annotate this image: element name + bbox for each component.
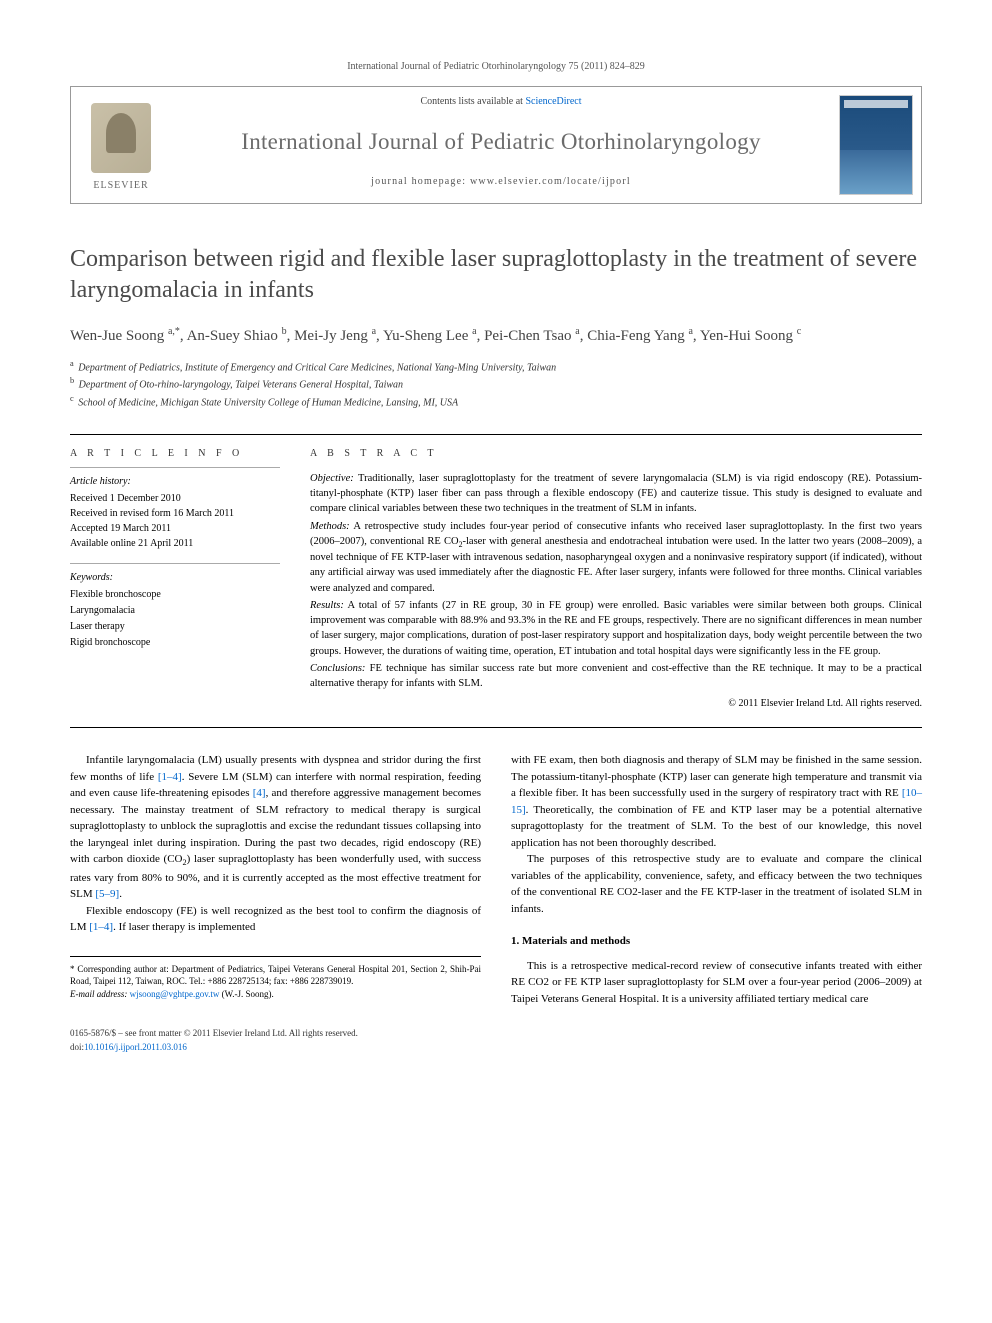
abstract-heading: A B S T R A C T — [310, 447, 922, 461]
abstract-paragraph: Results: A total of 57 infants (27 in RE… — [310, 598, 922, 659]
abstract-text: FE technique has similar success rate bu… — [310, 663, 922, 689]
ref-link[interactable]: [5–9] — [95, 888, 119, 900]
publisher-label: ELSEVIER — [93, 179, 148, 193]
corresponding-author: * Corresponding author at: Department of… — [70, 963, 481, 988]
doi-line: doi:10.1016/j.ijporl.2011.03.016 — [70, 1041, 922, 1055]
rule-info-1 — [70, 467, 280, 468]
homepage-prefix: journal homepage: — [371, 176, 470, 187]
email-label: E-mail address: — [70, 989, 130, 999]
rule-bottom — [70, 727, 922, 728]
article-history-lines: Received 1 December 2010Received in revi… — [70, 491, 280, 551]
ref-link[interactable]: [1–4] — [89, 921, 113, 933]
elsevier-tree-icon — [91, 103, 151, 173]
history-line: Accepted 19 March 2011 — [70, 521, 280, 536]
history-line: Received 1 December 2010 — [70, 491, 280, 506]
authors-line: Wen-Jue Soong a,*, An-Suey Shiao b, Mei-… — [70, 324, 922, 348]
footnote-block: * Corresponding author at: Department of… — [70, 956, 481, 1001]
journal-cover-thumb — [839, 95, 913, 195]
keyword: Rigid bronchoscope — [70, 635, 280, 651]
abstract-lead: Results: — [310, 600, 344, 611]
affiliation-line: c School of Medicine, Michigan State Uni… — [70, 393, 922, 410]
body-text: with FE exam, then both diagnosis and th… — [511, 754, 922, 799]
masthead-inner: ELSEVIER Contents lists available at Sci… — [71, 87, 921, 203]
abstract-copyright: © 2011 Elsevier Ireland Ltd. All rights … — [310, 697, 922, 711]
email-suffix: (W.-J. Soong). — [219, 989, 273, 999]
affiliations: a Department of Pediatrics, Institute of… — [70, 358, 922, 410]
article-info-column: A R T I C L E I N F O Article history: R… — [70, 447, 280, 711]
doi-link[interactable]: 10.1016/j.ijporl.2011.03.016 — [84, 1042, 187, 1052]
body-para-1: Infantile laryngomalacia (LM) usually pr… — [70, 752, 481, 903]
abstract-text: A total of 57 infants (27 in RE group, 3… — [310, 600, 922, 657]
article-title: Comparison between rigid and flexible la… — [70, 244, 922, 306]
email-line: E-mail address: wjsoong@vghtpe.gov.tw (W… — [70, 988, 481, 1001]
article-history-label: Article history: — [70, 474, 280, 489]
body-columns: Infantile laryngomalacia (LM) usually pr… — [70, 752, 922, 1007]
contents-prefix: Contents lists available at — [420, 96, 525, 107]
article-info-heading: A R T I C L E I N F O — [70, 447, 280, 461]
keyword: Laser therapy — [70, 619, 280, 635]
email-link[interactable]: wjsoong@vghtpe.gov.tw — [130, 989, 220, 999]
abstract-text: Traditionally, laser supraglottoplasty f… — [310, 473, 922, 514]
body-para-5: This is a retrospective medical-record r… — [511, 958, 922, 1008]
homepage-line: journal homepage: www.elsevier.com/locat… — [181, 175, 821, 189]
body-text: . — [119, 888, 122, 900]
history-line: Received in revised form 16 March 2011 — [70, 506, 280, 521]
footer-block: 0165-5876/$ – see front matter © 2011 El… — [70, 1027, 922, 1054]
doi-label: doi: — [70, 1042, 84, 1052]
body-text: . Theoretically, the combination of FE a… — [511, 804, 922, 849]
running-header: International Journal of Pediatric Otorh… — [70, 60, 922, 74]
keywords-block: Keywords: Flexible bronchoscopeLaryngoma… — [70, 570, 280, 651]
issn-line: 0165-5876/$ – see front matter © 2011 El… — [70, 1027, 922, 1041]
ref-link[interactable]: [4] — [253, 787, 266, 799]
abstract-column: A B S T R A C T Objective: Traditionally… — [310, 447, 922, 711]
abstract-paragraph: Objective: Traditionally, laser supraglo… — [310, 471, 922, 517]
masthead: ELSEVIER Contents lists available at Sci… — [70, 86, 922, 204]
abstract-paragraph: Conclusions: FE technique has similar su… — [310, 661, 922, 691]
body-para-3: with FE exam, then both diagnosis and th… — [511, 752, 922, 851]
rule-info-2 — [70, 563, 280, 564]
history-line: Available online 21 April 2011 — [70, 536, 280, 551]
article-history-block: Article history: Received 1 December 201… — [70, 474, 280, 551]
body-text: . If laser therapy is implemented — [113, 921, 255, 933]
homepage-url: www.elsevier.com/locate/ijporl — [470, 176, 631, 187]
publisher-logo-box: ELSEVIER — [71, 87, 171, 203]
keyword: Flexible bronchoscope — [70, 587, 280, 603]
affiliation-line: b Department of Oto-rhino-laryngology, T… — [70, 375, 922, 392]
abstract-lead: Objective: — [310, 473, 354, 484]
affiliation-line: a Department of Pediatrics, Institute of… — [70, 358, 922, 375]
keywords-list: Flexible bronchoscopeLaryngomalaciaLaser… — [70, 587, 280, 651]
page: International Journal of Pediatric Otorh… — [0, 0, 992, 1094]
keywords-label: Keywords: — [70, 570, 280, 585]
section-1-heading: 1. Materials and methods — [511, 933, 922, 950]
journal-name: International Journal of Pediatric Otorh… — [181, 126, 821, 158]
rule-top — [70, 434, 922, 435]
journal-cover-box — [831, 87, 921, 203]
body-para-4: The purposes of this retrospective study… — [511, 851, 922, 917]
abstract-lead: Conclusions: — [310, 663, 365, 674]
sciencedirect-link[interactable]: ScienceDirect — [525, 96, 581, 107]
contents-line: Contents lists available at ScienceDirec… — [181, 95, 821, 109]
masthead-center: Contents lists available at ScienceDirec… — [171, 87, 831, 203]
keyword: Laryngomalacia — [70, 603, 280, 619]
abstract-paragraph: Methods: A retrospective study includes … — [310, 519, 922, 596]
title-block: Comparison between rigid and flexible la… — [70, 244, 922, 410]
info-abstract-row: A R T I C L E I N F O Article history: R… — [70, 447, 922, 711]
body-para-2: Flexible endoscopy (FE) is well recogniz… — [70, 903, 481, 936]
abstract-body: Objective: Traditionally, laser supraglo… — [310, 471, 922, 691]
ref-link[interactable]: [1–4] — [158, 771, 182, 783]
abstract-lead: Methods: — [310, 521, 350, 532]
abstract-text: A retrospective study includes four-year… — [310, 521, 922, 594]
